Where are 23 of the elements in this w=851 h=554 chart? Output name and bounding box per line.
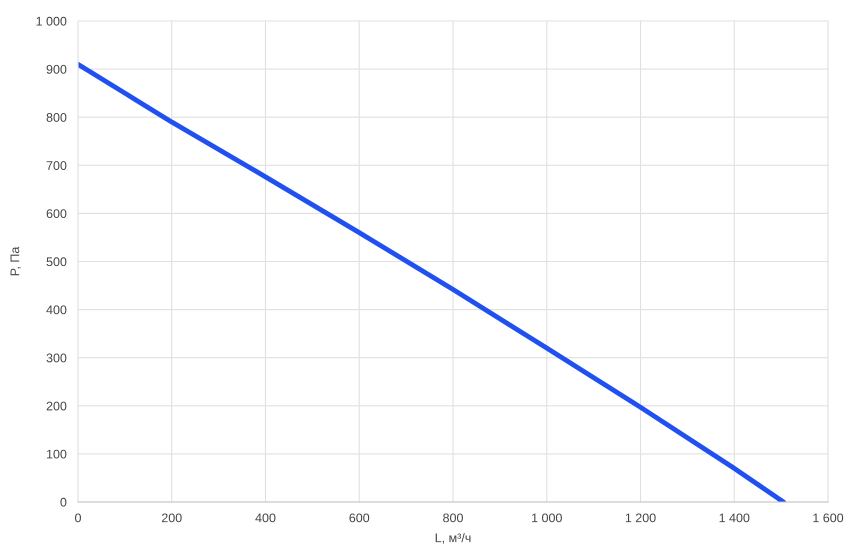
y-tick-label: 400 bbox=[46, 305, 66, 314]
x-tick-label: 400 bbox=[255, 513, 276, 522]
y-tick-label: 700 bbox=[46, 161, 66, 170]
y-tick-label: 300 bbox=[46, 354, 66, 362]
y-tick-label: 500 bbox=[46, 257, 66, 266]
line-series bbox=[78, 62, 786, 502]
x-tick-label: 800 bbox=[443, 513, 463, 522]
x-tick-label: 1 600 bbox=[813, 513, 844, 522]
x-tick-label: 1 000 bbox=[532, 513, 562, 522]
x-tick-label: 600 bbox=[349, 513, 370, 522]
y-tick-label: 0 bbox=[60, 498, 66, 507]
x-tick-label: 200 bbox=[162, 513, 182, 522]
y-tick-label: 800 bbox=[46, 113, 66, 122]
y-tick-label: 100 bbox=[46, 450, 66, 459]
x-axis-title: L, м³/ч bbox=[436, 533, 470, 544]
y-axis-title: P, Па bbox=[10, 246, 21, 276]
x-tick-label: 0 bbox=[75, 513, 81, 522]
y-tick-label: 600 bbox=[46, 209, 66, 218]
x-tick-label: 1 400 bbox=[720, 513, 750, 522]
y-tick-label: 200 bbox=[46, 402, 66, 410]
x-tick-label: 1 200 bbox=[626, 513, 656, 522]
y-tick-label: 900 bbox=[46, 64, 66, 74]
y-tick-label: 1 000 bbox=[36, 16, 66, 26]
